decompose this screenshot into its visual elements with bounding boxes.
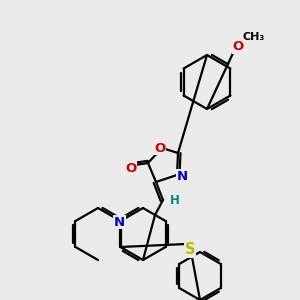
Text: CH₃: CH₃: [243, 32, 265, 42]
Text: S: S: [185, 242, 195, 257]
Text: O: O: [232, 40, 244, 53]
Text: H: H: [170, 194, 180, 208]
Text: O: O: [125, 161, 136, 175]
Text: N: N: [176, 169, 188, 182]
Text: N: N: [114, 215, 125, 229]
Text: O: O: [154, 142, 166, 154]
